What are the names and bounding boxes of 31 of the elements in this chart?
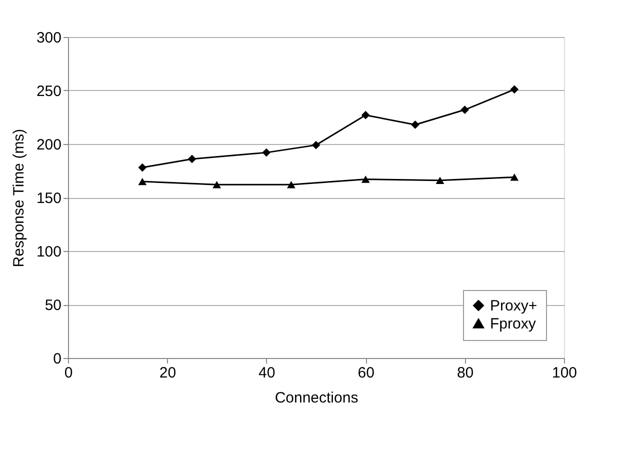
x-tick-label: 80 (456, 364, 474, 382)
legend-label: Fproxy (490, 316, 536, 332)
y-tick-label: 0 (53, 350, 62, 368)
point (287, 181, 296, 188)
point (510, 174, 519, 181)
point (460, 106, 469, 114)
y-tick-label: 100 (36, 244, 62, 260)
point (510, 85, 519, 94)
point (361, 110, 370, 120)
point (212, 181, 221, 188)
y-tick-label: 300 (36, 30, 62, 46)
x-tick-label: 100 (552, 364, 578, 382)
y-tick-label: 250 (36, 83, 62, 100)
point (262, 148, 271, 157)
x-tick-label: 40 (258, 364, 276, 382)
point (361, 176, 370, 183)
y-tick-label: 200 (36, 136, 62, 154)
point (138, 178, 147, 186)
point (436, 176, 444, 184)
legend-label: Proxy+ (490, 298, 538, 314)
x-tick-label: 20 (159, 364, 176, 382)
point (188, 154, 196, 164)
y-tick-label: 150 (36, 190, 62, 207)
point (312, 140, 320, 150)
point (138, 163, 147, 172)
point (411, 120, 420, 129)
x-tick-label: 60 (358, 364, 374, 382)
x-axis-title: Connections (274, 390, 358, 406)
y-axis-title: Response Time (ms) (10, 128, 28, 268)
y-tick-label: 50 (44, 297, 62, 314)
x-tick-label: 0 (64, 364, 73, 382)
